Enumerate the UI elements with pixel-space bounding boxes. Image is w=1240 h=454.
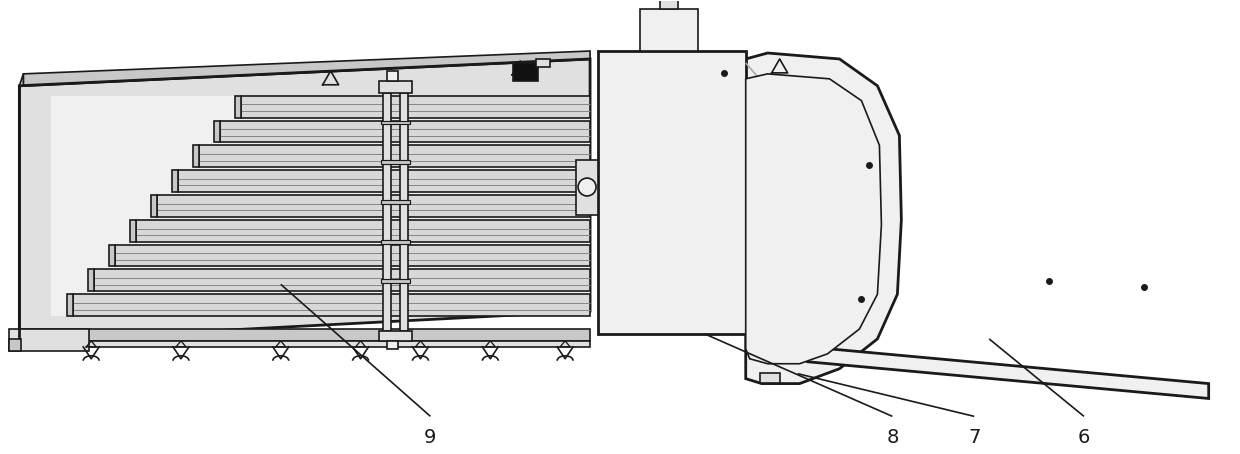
Bar xyxy=(109,245,115,266)
Polygon shape xyxy=(24,51,590,86)
Text: 9: 9 xyxy=(424,428,436,447)
Bar xyxy=(660,0,678,10)
Polygon shape xyxy=(807,347,1209,399)
Polygon shape xyxy=(20,74,24,86)
Bar xyxy=(215,120,219,143)
Text: 8: 8 xyxy=(887,428,899,447)
Polygon shape xyxy=(745,53,901,384)
Bar xyxy=(381,200,410,204)
Bar xyxy=(378,331,413,341)
Polygon shape xyxy=(51,96,590,316)
Bar xyxy=(67,294,73,316)
Bar xyxy=(234,96,241,118)
Bar xyxy=(378,81,413,93)
Text: 6: 6 xyxy=(1078,428,1090,447)
Bar xyxy=(381,240,410,244)
Bar xyxy=(20,341,590,347)
Bar xyxy=(10,329,89,351)
Bar xyxy=(387,341,398,349)
Polygon shape xyxy=(745,63,830,329)
Bar xyxy=(577,160,598,215)
Polygon shape xyxy=(20,59,590,341)
Bar xyxy=(20,329,590,341)
Polygon shape xyxy=(745,74,882,364)
Bar xyxy=(513,63,538,81)
Polygon shape xyxy=(94,269,590,291)
Bar xyxy=(536,59,551,67)
Bar xyxy=(10,339,21,351)
Polygon shape xyxy=(73,294,590,316)
Bar xyxy=(382,93,391,331)
Bar xyxy=(172,170,179,192)
Polygon shape xyxy=(219,120,590,143)
Bar xyxy=(598,51,745,334)
Bar xyxy=(760,373,780,383)
Bar xyxy=(381,160,410,164)
Circle shape xyxy=(578,178,596,196)
Polygon shape xyxy=(115,245,590,266)
Polygon shape xyxy=(179,170,590,192)
Bar xyxy=(130,220,136,242)
Polygon shape xyxy=(241,96,590,118)
Bar xyxy=(151,195,157,217)
Polygon shape xyxy=(198,145,590,167)
Bar xyxy=(401,93,408,331)
Bar xyxy=(381,120,410,124)
Bar xyxy=(381,279,410,283)
Polygon shape xyxy=(136,220,590,242)
Bar xyxy=(193,145,198,167)
Bar xyxy=(640,10,698,51)
Text: 7: 7 xyxy=(968,428,981,447)
Bar xyxy=(387,71,398,81)
Bar xyxy=(88,269,94,291)
Polygon shape xyxy=(157,195,590,217)
